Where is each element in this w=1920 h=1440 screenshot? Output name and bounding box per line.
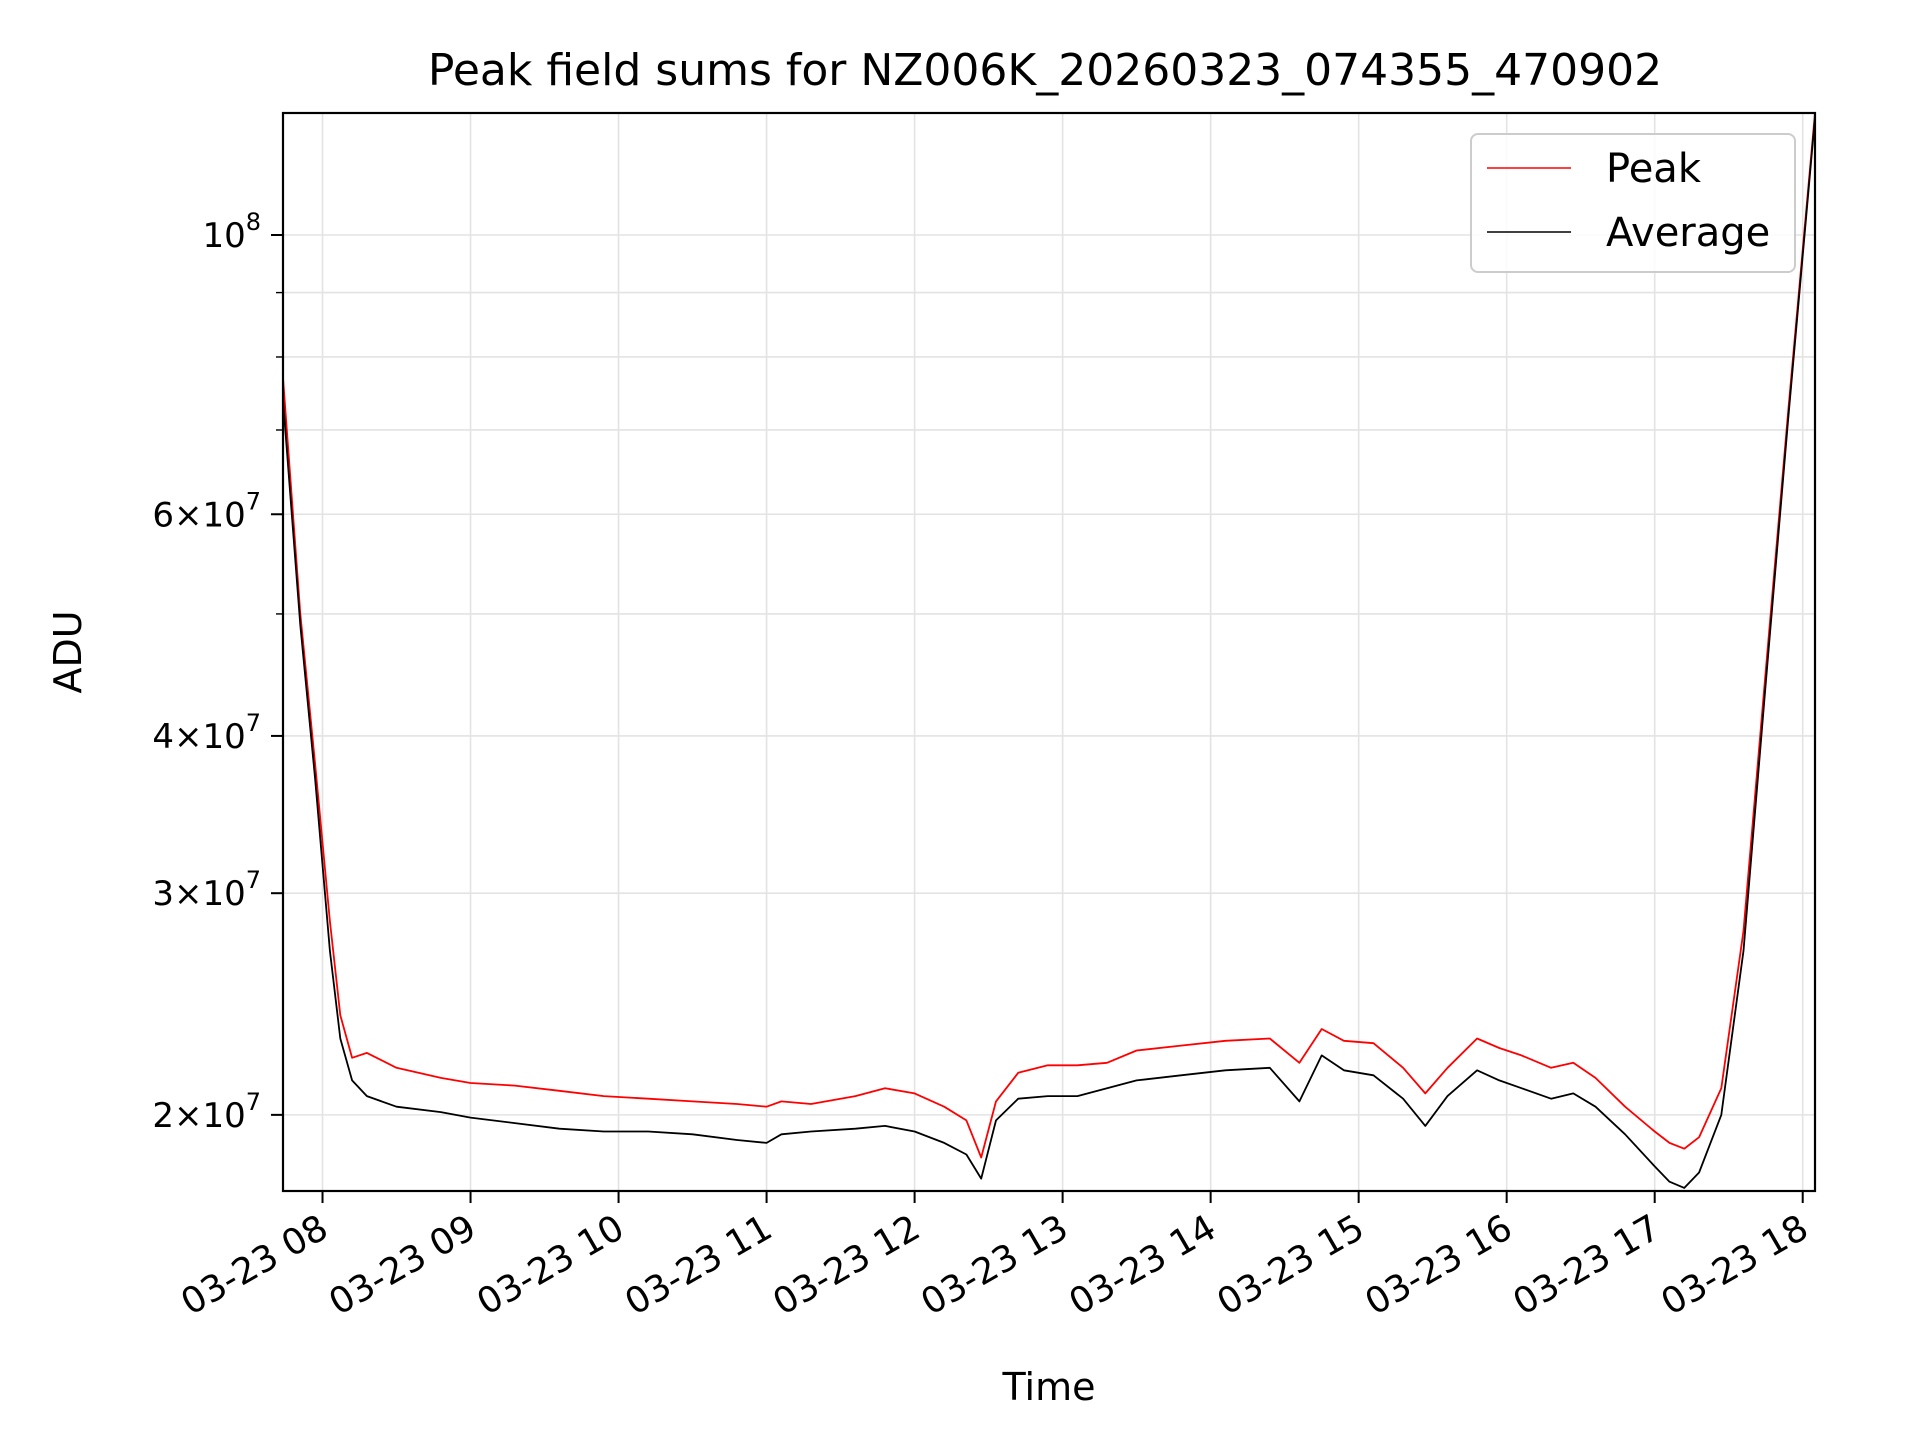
series-line-peak [282, 112, 1816, 1159]
chart-title: Peak field sums for NZ006K_20260323_0743… [428, 45, 1662, 96]
series-layer [282, 112, 1816, 1189]
plot-area [283, 113, 1815, 1191]
y-tick-label: 4×107 [152, 709, 261, 757]
y-axis-label: ADU [46, 610, 90, 693]
y-tick-label-base: 3×10 [152, 874, 245, 914]
y-tick-label-exponent: 7 [246, 709, 261, 737]
y-tick-label: 108 [202, 208, 261, 256]
plot-frame [281, 111, 1817, 1193]
y-tick-label-exponent: 7 [246, 866, 261, 894]
y-tick-label-exponent: 7 [246, 1088, 261, 1116]
y-tick-label-exponent: 7 [246, 487, 261, 515]
y-tick-label-base: 2×10 [152, 1096, 245, 1136]
legend: Peak Average [1470, 133, 1796, 273]
legend-label-average: Average [1606, 210, 1770, 256]
y-tick-label-base: 4×10 [152, 717, 245, 757]
legend-label-peak: Peak [1606, 146, 1702, 192]
x-axis-label: Time [1002, 1365, 1096, 1409]
y-tick-label-base: 6×10 [152, 495, 245, 535]
y-tick-label-base: 10 [202, 216, 245, 256]
grid [283, 113, 1815, 1191]
series-line-average [282, 117, 1816, 1189]
y-tick-label: 3×107 [152, 866, 261, 914]
y-tick-label: 2×107 [152, 1088, 261, 1136]
y-tick-label: 6×107 [152, 487, 261, 535]
y-tick-label-exponent: 8 [246, 208, 261, 236]
